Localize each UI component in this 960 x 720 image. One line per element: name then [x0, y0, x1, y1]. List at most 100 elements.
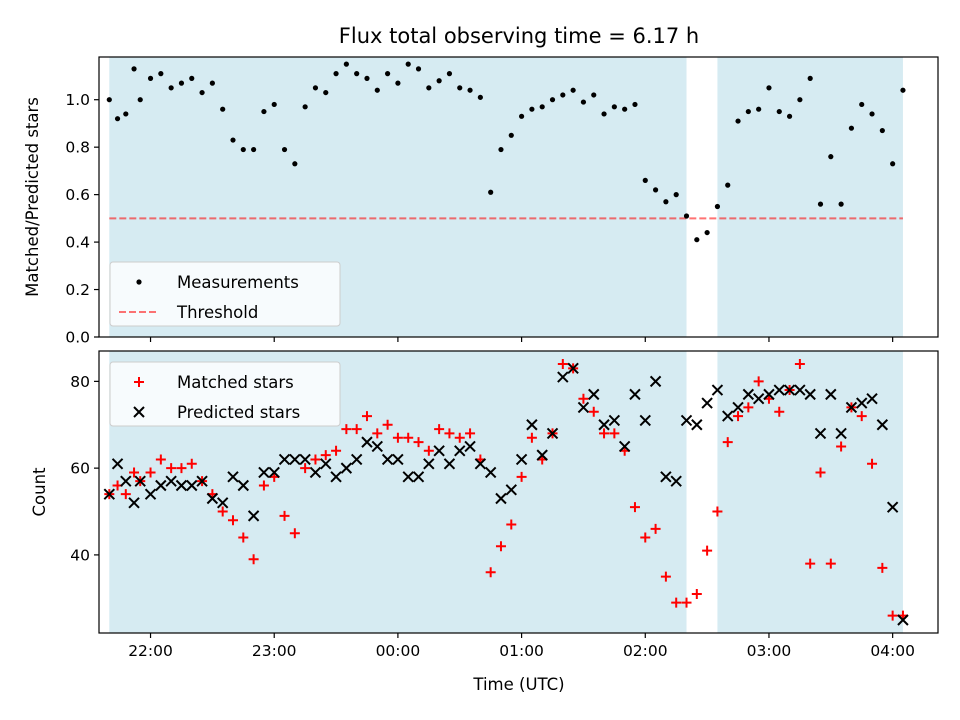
data-point	[178, 80, 185, 86]
data-point	[848, 125, 855, 131]
data-point	[660, 471, 672, 483]
data-point	[123, 111, 129, 117]
data-point	[423, 458, 435, 470]
data-point	[900, 87, 906, 93]
x-tick-label: 01:00	[499, 642, 544, 660]
data-point	[238, 532, 249, 543]
data-point	[887, 610, 898, 621]
data-point	[570, 87, 576, 93]
legend-marker	[134, 377, 144, 387]
data-point	[457, 85, 463, 91]
data-point	[588, 388, 600, 401]
data-point	[247, 510, 260, 522]
data-point	[103, 488, 116, 500]
data-point	[526, 419, 538, 431]
data-point	[804, 388, 816, 401]
data-point	[773, 384, 785, 396]
data-point	[131, 66, 137, 72]
data-point	[258, 480, 269, 491]
data-point	[650, 523, 661, 534]
data-point	[350, 453, 363, 466]
data-point	[137, 97, 143, 103]
data-point	[742, 388, 755, 401]
data-point	[701, 397, 713, 409]
data-point	[372, 428, 383, 439]
data-point	[281, 146, 288, 153]
legend-label: Matched stars	[177, 373, 294, 392]
data-point	[364, 75, 370, 81]
data-point	[186, 479, 198, 492]
data-point	[495, 541, 506, 552]
data-point	[300, 463, 311, 474]
data-point	[176, 463, 187, 474]
data-point	[732, 401, 744, 414]
data-point	[392, 453, 404, 466]
data-point	[588, 406, 599, 417]
data-point	[529, 106, 535, 112]
data-point	[776, 108, 782, 115]
data-point	[704, 229, 710, 236]
data-point	[120, 475, 132, 487]
data-point	[374, 87, 380, 93]
data-point	[484, 466, 497, 479]
top-axes-frame	[98, 56, 939, 338]
series-measurements	[106, 61, 906, 243]
data-point	[474, 458, 487, 470]
data-point	[361, 411, 372, 422]
data-point	[578, 393, 589, 404]
data-point	[302, 104, 308, 110]
data-point	[145, 467, 156, 478]
data-point	[516, 471, 527, 482]
data-point	[258, 466, 270, 479]
data-point	[825, 558, 836, 569]
data-point	[323, 89, 329, 96]
data-point	[745, 108, 751, 115]
data-point	[299, 453, 311, 466]
data-point	[786, 113, 793, 119]
data-point	[289, 528, 300, 539]
data-point	[330, 471, 342, 483]
data-point	[310, 454, 321, 465]
data-point	[622, 106, 628, 112]
data-point	[722, 437, 733, 448]
data-point	[557, 371, 569, 383]
data-point	[415, 66, 422, 72]
data-point	[106, 97, 112, 103]
data-point	[722, 410, 734, 422]
data-point	[859, 101, 865, 108]
data-point	[506, 519, 517, 530]
data-point	[735, 118, 741, 124]
data-point	[111, 458, 124, 470]
data-point	[144, 488, 157, 500]
data-point	[702, 545, 713, 556]
data-point	[652, 187, 659, 193]
data-point	[856, 411, 867, 422]
data-point	[189, 75, 195, 81]
data-point	[464, 440, 476, 453]
data-point	[354, 71, 360, 77]
top-panel: 0.0 0.2 0.4 0.6 0.8 1.0 Measurements Threshold	[65, 56, 939, 347]
y-tick-label: 0.6	[65, 186, 90, 204]
data-point	[815, 467, 826, 478]
data-point	[591, 92, 597, 98]
data-point	[434, 424, 445, 435]
data-point	[753, 376, 764, 387]
data-point	[402, 471, 414, 483]
x-tick-label: 03:00	[747, 642, 792, 660]
data-point	[683, 213, 690, 219]
data-point	[794, 384, 806, 396]
data-point	[467, 87, 473, 93]
observing-window-2	[717, 57, 903, 337]
y-tick-label: 0.2	[65, 281, 90, 299]
legend-box	[109, 261, 341, 327]
data-point	[629, 502, 640, 513]
data-point	[611, 104, 617, 110]
data-point	[691, 419, 703, 431]
data-point	[392, 432, 403, 443]
data-point	[867, 458, 878, 469]
data-point	[227, 515, 238, 526]
data-point	[639, 414, 651, 427]
data-point	[774, 406, 785, 417]
data-point	[549, 97, 556, 103]
